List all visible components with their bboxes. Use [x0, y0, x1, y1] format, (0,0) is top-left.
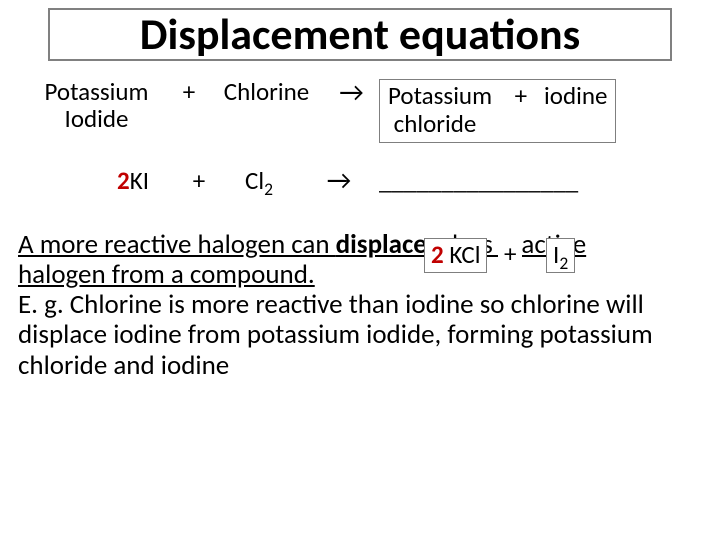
- cl-sub: 2: [264, 178, 273, 200]
- product-blank: ________________: [379, 168, 639, 194]
- title-box: Displacement equations: [48, 8, 672, 61]
- explanation: A more reactive halogen can displace a l…: [18, 230, 702, 381]
- reactant2: Chlorine: [209, 79, 324, 105]
- symbol-equation: 2KI + Cl2 → ________________: [24, 167, 702, 195]
- equation-block: Potassium Iodide + Chlorine → Potassium …: [24, 79, 702, 195]
- ki: KI: [130, 165, 149, 196]
- i2-sub: 2: [559, 252, 568, 274]
- coef-2: 2: [117, 165, 130, 196]
- ex-s1b: displace: [336, 228, 427, 261]
- cl: Cl: [245, 165, 264, 196]
- overlay-kcl: 2 KCl: [424, 238, 487, 273]
- sym-plus: +: [179, 168, 219, 194]
- reactant1-l2: Iodide: [65, 103, 129, 134]
- ex-s3: E. g. Chlorine is more reactive than iod…: [18, 288, 653, 381]
- kcl: KCl: [444, 239, 481, 270]
- slide: Displacement equations Potassium Iodide …: [0, 8, 720, 540]
- product-l1: Potassium + iodine: [388, 80, 607, 111]
- product-l2: chloride: [388, 108, 476, 139]
- word-equation: Potassium Iodide + Chlorine → Potassium …: [24, 79, 702, 143]
- plus: +: [169, 79, 209, 105]
- sym-reactant2: Cl2: [219, 168, 299, 194]
- slide-title: Displacement equations: [60, 10, 660, 59]
- product-box: Potassium + iodine chloride: [379, 79, 616, 143]
- prod-coef: 2: [431, 239, 444, 270]
- overlay-i2: I2: [546, 238, 575, 273]
- ex-s1a: A more reactive halogen can: [18, 228, 336, 261]
- arrow: →: [324, 79, 379, 107]
- sym-reactant1: 2KI: [24, 168, 179, 194]
- sym-arrow: →: [299, 167, 379, 195]
- reactant1: Potassium Iodide: [24, 79, 169, 132]
- overlay-plus: +: [498, 238, 522, 271]
- ex-s2: halogen from a compound.: [18, 258, 315, 291]
